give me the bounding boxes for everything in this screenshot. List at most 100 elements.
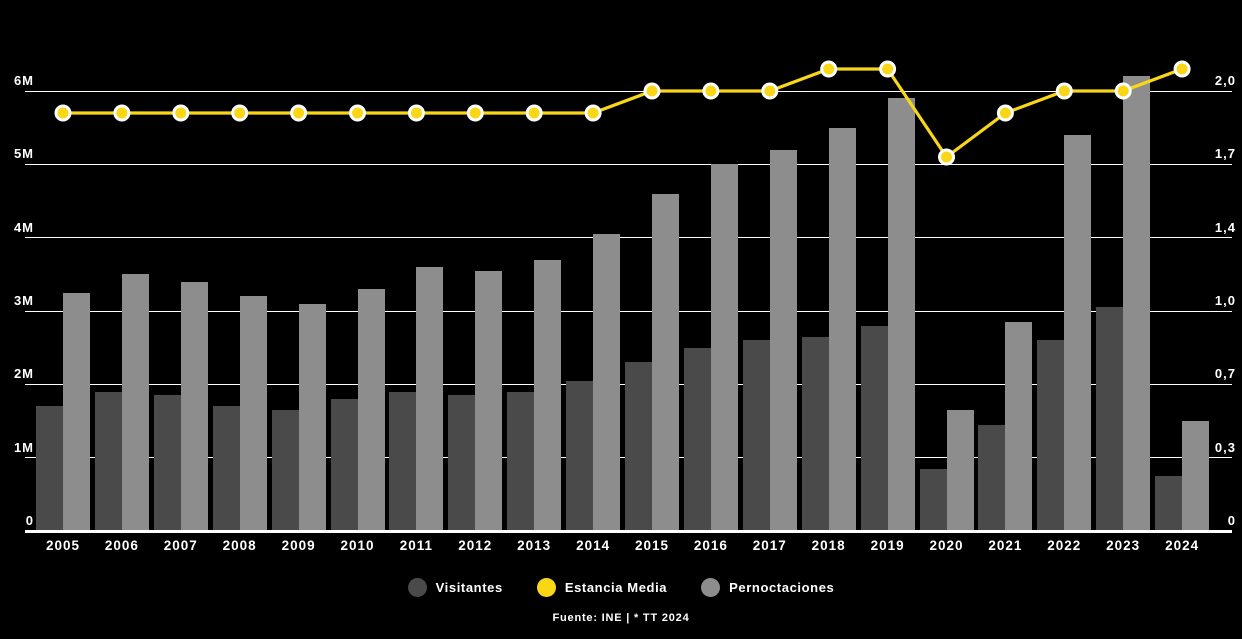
estancia-media-point-2012 bbox=[466, 104, 484, 122]
bar-pernoctaciones-2020 bbox=[946, 410, 974, 531]
x-axis-tick-2013: 2013 bbox=[517, 538, 552, 553]
bar-pernoctaciones-2009 bbox=[298, 303, 326, 531]
bar-pernoctaciones-2018 bbox=[828, 127, 856, 531]
x-axis-tick-2005: 2005 bbox=[45, 538, 81, 553]
y-axis-right-tick-1_4: 1,4 bbox=[1214, 219, 1236, 235]
bar-pernoctaciones-2022 bbox=[1064, 135, 1092, 531]
x-axis-tick-2011: 2011 bbox=[399, 538, 434, 553]
x-axis-tick-2018: 2018 bbox=[811, 538, 846, 553]
x-axis-tick-2014: 2014 bbox=[576, 538, 611, 553]
y-axis-left-tick-1M: 1M bbox=[13, 439, 34, 455]
bar-visitantes-2015 bbox=[625, 362, 652, 531]
bar-visitantes-2006 bbox=[94, 391, 122, 531]
x-axis-tick-2009: 2009 bbox=[281, 538, 316, 553]
x-axis-tick-2024: 2024 bbox=[1165, 538, 1200, 553]
x-axis-tick-2016: 2016 bbox=[693, 538, 728, 553]
x-axis-tick-2007: 2007 bbox=[163, 538, 198, 553]
bar-pernoctaciones-2008 bbox=[239, 296, 267, 531]
bar-visitantes-2018 bbox=[801, 336, 829, 531]
bar-visitantes-2023 bbox=[1096, 307, 1124, 531]
x-axis-tick-2023: 2023 bbox=[1106, 538, 1141, 553]
estancia-media-point-2024 bbox=[1173, 60, 1191, 78]
estancia-media-swatch-icon bbox=[536, 578, 556, 597]
y-axis-left-tick-5M: 5M bbox=[13, 146, 34, 162]
bar-visitantes-2022 bbox=[1037, 340, 1065, 531]
y-axis-right-tick-1_0: 1,0 bbox=[1214, 293, 1236, 308]
gridline-6M bbox=[25, 90, 1232, 92]
x-axis-tick-2010: 2010 bbox=[340, 538, 375, 553]
bar-visitantes-2017 bbox=[742, 340, 770, 531]
x-axis-tick-2012: 2012 bbox=[458, 538, 493, 553]
source-note: Fuente: INE | * TT 2024 bbox=[552, 612, 690, 624]
estancia-media-point-2018 bbox=[820, 60, 838, 78]
y-axis-left-tick-0: 0 bbox=[25, 513, 34, 528]
x-axis-tick-2021: 2021 bbox=[988, 538, 1023, 553]
bar-pernoctaciones-2019 bbox=[887, 98, 915, 531]
bar-pernoctaciones-2011 bbox=[416, 267, 444, 531]
bar-pernoctaciones-2013 bbox=[534, 259, 562, 531]
bar-pernoctaciones-2014 bbox=[593, 234, 621, 531]
estancia-media-point-2021 bbox=[996, 104, 1014, 122]
bar-visitantes-2024 bbox=[1155, 476, 1183, 531]
bar-pernoctaciones-2015 bbox=[652, 193, 679, 531]
y-axis-right-tick-0_7: 0,7 bbox=[1214, 366, 1236, 382]
estancia-media-polyline bbox=[63, 67, 1183, 160]
legend-label-visitantes: Visitantes bbox=[435, 580, 503, 595]
bar-visitantes-2021 bbox=[978, 424, 1006, 531]
x-axis-tick-2006: 2006 bbox=[104, 538, 139, 553]
legend-label-estancia-media: Estancia Media bbox=[564, 580, 668, 595]
x-axis-tick-2020: 2020 bbox=[929, 538, 964, 553]
bar-pernoctaciones-2016 bbox=[710, 164, 738, 531]
bar-pernoctaciones-2012 bbox=[475, 270, 503, 531]
estancia-media-point-2019 bbox=[879, 60, 897, 78]
bar-visitantes-2014 bbox=[566, 380, 594, 531]
x-axis-line bbox=[25, 530, 1232, 533]
bar-pernoctaciones-2010 bbox=[357, 289, 385, 531]
bar-visitantes-2008 bbox=[212, 406, 240, 531]
gridline-4M bbox=[25, 237, 1232, 239]
x-axis-tick-2022: 2022 bbox=[1047, 538, 1082, 553]
bar-visitantes-2016 bbox=[683, 347, 711, 531]
x-axis-tick-2019: 2019 bbox=[870, 538, 905, 553]
bar-pernoctaciones-2021 bbox=[1005, 322, 1033, 531]
estancia-media-point-2013 bbox=[525, 104, 543, 122]
pernoctaciones-swatch-icon bbox=[701, 578, 721, 597]
bar-pernoctaciones-2023 bbox=[1123, 76, 1151, 531]
gridline-5M bbox=[25, 163, 1232, 166]
bar-pernoctaciones-2007 bbox=[180, 281, 208, 531]
legend-label-pernoctaciones: Pernoctaciones bbox=[729, 580, 835, 595]
bar-visitantes-2013 bbox=[507, 391, 535, 531]
estancia-media-point-2009 bbox=[290, 104, 308, 122]
y-axis-left-tick-2M: 2M bbox=[13, 366, 34, 382]
visitantes-swatch-icon bbox=[407, 578, 427, 597]
bar-visitantes-2011 bbox=[389, 391, 417, 531]
bar-visitantes-2010 bbox=[330, 399, 358, 531]
gridline-3M bbox=[25, 310, 1232, 312]
bar-visitantes-2009 bbox=[271, 410, 299, 531]
y-axis-right-tick-2_0: 2,0 bbox=[1214, 73, 1236, 89]
estancia-media-point-2008 bbox=[231, 104, 249, 122]
y-axis-right-tick-0: 0 bbox=[1227, 513, 1236, 528]
legend-item-visitantes: Visitantes bbox=[407, 578, 503, 597]
legend: Visitantes Estancia Media Pernoctaciones bbox=[0, 578, 1242, 597]
y-axis-left-tick-6M: 6M bbox=[13, 73, 34, 89]
bar-visitantes-2007 bbox=[153, 395, 181, 531]
y-axis-right-tick-0_3: 0,3 bbox=[1214, 439, 1236, 455]
y-axis-left-tick-4M: 4M bbox=[13, 219, 34, 235]
bar-pernoctaciones-2006 bbox=[121, 274, 149, 531]
y-axis-right-tick-1_7: 1,7 bbox=[1214, 146, 1236, 162]
bar-visitantes-2012 bbox=[448, 395, 476, 531]
estancia-media-point-2010 bbox=[349, 104, 366, 122]
estancia-media-point-2007 bbox=[172, 104, 190, 122]
bar-pernoctaciones-2024 bbox=[1182, 421, 1210, 531]
estancia-media-point-2014 bbox=[584, 104, 602, 122]
legend-item-pernoctaciones: Pernoctaciones bbox=[701, 578, 834, 597]
estancia-media-point-2020 bbox=[938, 148, 955, 166]
bar-pernoctaciones-2017 bbox=[769, 149, 797, 531]
bar-visitantes-2019 bbox=[860, 325, 888, 531]
estancia-media-point-2006 bbox=[113, 104, 131, 122]
bar-visitantes-2020 bbox=[919, 468, 947, 531]
legend-item-estancia-media: Estancia Media bbox=[536, 578, 668, 597]
x-axis-tick-2008: 2008 bbox=[222, 538, 257, 553]
